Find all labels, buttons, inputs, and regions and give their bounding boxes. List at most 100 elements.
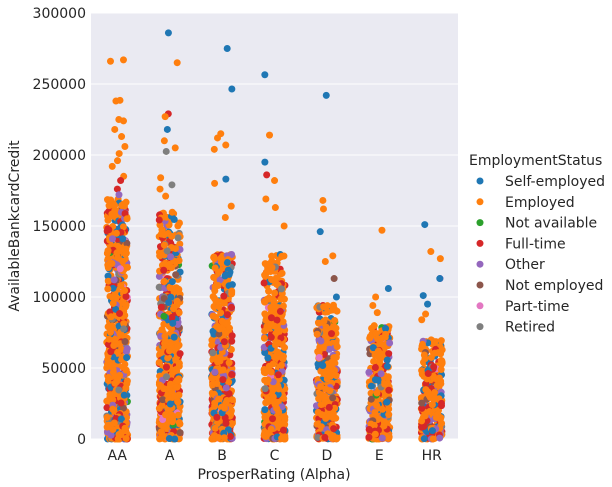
data-point [264,354,272,362]
data-point [318,411,326,419]
data-point [111,207,119,215]
data-point [110,276,118,284]
data-point [123,354,131,362]
data-point [227,303,235,311]
data-point [228,337,236,345]
data-point [122,292,130,300]
data-point [317,423,325,431]
data-point [155,272,163,280]
data-point [157,428,165,436]
data-point [428,427,436,435]
data-point [280,222,288,230]
data-points [106,29,444,324]
data-point [176,429,184,437]
data-point [365,368,373,376]
data-point [225,378,233,386]
data-point [173,59,181,67]
data-point [163,125,171,133]
data-point [121,287,129,295]
y-tick-labels: 0 50000 100000 150000 200000 250000 300000 [33,6,86,448]
legend-label: Self-employed [505,174,605,190]
data-point [265,362,273,370]
data-point [319,344,327,352]
data-point [116,96,124,104]
data-point [385,386,393,394]
data-point [273,327,281,335]
data-point [373,389,381,397]
data-point [367,395,375,403]
data-point [111,335,119,343]
data-point [262,399,270,407]
data-point [166,400,174,408]
data-point [268,252,276,260]
data-point [267,333,275,341]
data-point [280,252,288,260]
data-point [122,347,130,355]
data-point [383,398,391,406]
data-point [365,433,373,441]
data-point [115,386,123,394]
data-point [108,162,116,170]
data-point [157,434,165,442]
data-point [173,383,181,391]
data-point [317,401,325,409]
data-point [172,356,180,364]
point-cloud [103,195,446,443]
data-point [172,271,180,279]
data-point [119,257,127,265]
data-point [377,370,385,378]
data-point [171,144,179,152]
data-point [261,348,269,356]
data-point [123,215,131,223]
data-point [220,338,228,346]
data-point [261,158,269,166]
data-point [220,434,228,442]
data-point [174,411,182,419]
data-point [104,285,112,293]
data-point [217,256,225,264]
data-point [267,425,275,433]
data-point [268,263,276,271]
data-point [223,259,231,267]
data-point [163,247,171,255]
data-point [106,391,114,399]
data-point [275,385,283,393]
data-point [429,435,437,443]
data-point [423,375,431,383]
data-point [170,333,178,341]
legend-marker [476,281,484,289]
data-point [168,278,176,286]
data-point [427,248,435,256]
data-point [333,307,341,315]
data-point [222,384,230,392]
data-point [223,45,231,52]
data-point [420,435,428,443]
data-point [426,408,434,416]
data-point [373,309,381,317]
data-point [175,309,183,317]
data-point [156,252,164,260]
data-point [272,341,280,349]
data-point [278,434,286,442]
data-point [381,419,389,427]
data-point [162,147,170,155]
data-point [432,414,440,422]
data-point [271,204,279,212]
data-point [160,231,168,239]
data-point [385,350,393,358]
data-point [214,134,222,142]
data-point [430,395,438,403]
data-point [261,297,269,305]
data-point [382,325,390,333]
legend-label: Retired [505,320,555,336]
data-point [173,297,181,305]
data-point [175,375,183,383]
data-point [121,424,129,432]
data-point [109,425,117,433]
data-point [269,393,277,401]
data-point [273,316,281,324]
data-point [111,125,119,133]
data-point [170,305,178,313]
data-point [160,266,168,274]
